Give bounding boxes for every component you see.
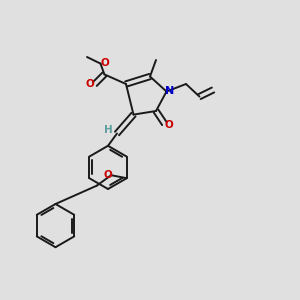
Text: O: O bbox=[165, 120, 174, 130]
Text: O: O bbox=[101, 58, 110, 68]
Text: O: O bbox=[85, 79, 94, 89]
Text: N: N bbox=[166, 85, 175, 96]
Text: O: O bbox=[103, 169, 112, 180]
Text: H: H bbox=[103, 125, 112, 136]
